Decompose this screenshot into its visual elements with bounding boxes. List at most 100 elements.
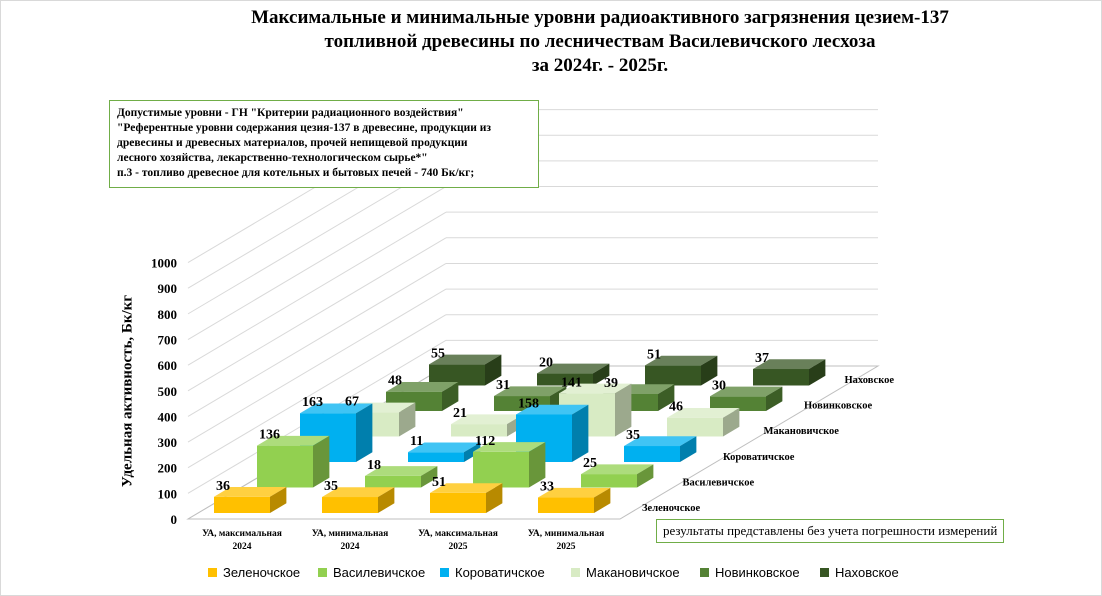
bar-top [710,386,783,397]
title-line-1: Максимальные и минимальные уровни радиоа… [251,7,949,28]
bar-top [494,386,567,397]
bar-front [753,369,809,386]
bar-front [322,497,378,513]
legend-swatch [440,568,449,577]
bar-front [538,497,594,513]
bar-side [680,436,697,462]
bar-top [581,464,654,475]
legend-label: Василевичское [333,565,426,580]
bar-front [257,445,313,488]
legend-item: Макановичское [571,564,680,582]
chart-title: Максимальные и минимальные уровни радиоа… [150,6,1050,78]
title-line-2: топливной древесины по лесничествам Васи… [324,31,876,52]
bar [581,464,654,488]
legend-label: Короватичское [455,565,545,580]
title-line-3: за 2024г. - 2025г. [531,55,669,76]
legend: Зеленочское Василевичское Короватичское Мак… [0,564,1102,584]
data-label: 35 [626,428,640,443]
bar-side [378,487,395,513]
bar-side [593,363,610,386]
axes: 0 100 200 300 400 500 600 700 800 900 1000 УА, макс… [151,256,894,552]
left-wall-gridline [187,263,447,417]
measurement-footnote: результаты представлены без учета погреш… [656,519,1005,543]
category-year-label: 2024 [341,542,360,552]
y-tick-label: 300 [158,435,178,450]
legend-item: Зеленочское [208,564,300,582]
series-depth-label: Короватичское [723,452,795,463]
data-label: 163 [302,395,323,410]
bar-side [529,442,546,488]
bar [430,483,503,513]
category-year-label: 2025 [449,542,468,552]
data-labels: 55 20 51 37 48 31 39 30 67 21 141 46 163 11 158 35 136 18… [216,346,769,494]
bar-side [485,354,502,386]
legend-swatch [318,568,327,577]
data-label: 18 [367,458,381,473]
note-line-4: лесного хозяйства, лекарственно-технолог… [117,152,428,164]
bar-side [399,402,416,437]
legend-swatch [571,568,580,577]
bar-top [516,404,589,415]
bar [214,487,287,513]
category-year-label: 2025 [557,542,576,552]
bar-top [365,466,438,476]
data-label: 25 [583,456,597,471]
bar [257,435,330,488]
bar [429,354,502,386]
legend-label: Зеленочское [223,565,301,580]
bar-side [723,407,740,437]
bar-front [667,417,723,437]
bar-side [572,404,589,462]
series-depth-label: Василевичское [683,477,755,488]
category-label: УА, максимальная [202,529,282,539]
bar-front [408,452,464,462]
category-label: УА, минимальная [528,529,605,539]
legend-swatch [820,568,829,577]
bar-side [637,464,654,488]
category-year-label: 2024 [233,542,252,552]
y-tick-label: 200 [158,461,178,476]
bar-top [559,383,632,394]
bar-top [624,436,697,447]
data-label: 36 [216,479,230,494]
bar-front [624,446,680,462]
bar [386,381,459,411]
legend-label: Наховское [835,565,899,580]
left-wall-gridline [187,288,447,443]
bar-front [581,474,637,488]
bar-top [300,403,373,414]
bar [322,487,395,513]
bar-side [313,435,330,488]
bar [624,436,697,462]
series-depth-label: Макановичское [764,426,840,437]
note-line-3: древесины и древесных материалов, прочей… [117,137,468,149]
bar-top [214,487,287,497]
bar-side [809,359,826,386]
data-label: 136 [259,428,280,443]
data-label: 48 [388,374,402,389]
bar [473,442,546,488]
bar-top [645,355,718,366]
data-label: 35 [324,479,338,494]
category-label: УА, максимальная [418,529,498,539]
legend-item: Василевичское [318,564,425,582]
data-label: 112 [475,434,495,449]
bar-front [365,475,421,488]
data-label: 11 [410,434,423,449]
bar-top [667,407,740,418]
bar-side [442,381,459,411]
bar [365,466,438,488]
data-label: 31 [496,378,510,393]
bar-front [710,396,766,411]
bar [667,407,740,437]
bar-top [430,483,503,493]
series-depth-label: Зеленочское [642,503,701,514]
legend-swatch [700,568,709,577]
data-label: 20 [539,355,553,370]
bars [214,354,826,513]
y-tick-label: 100 [158,486,178,501]
data-label: 30 [712,378,726,393]
bar-top [451,414,524,425]
bar-front [451,424,507,437]
